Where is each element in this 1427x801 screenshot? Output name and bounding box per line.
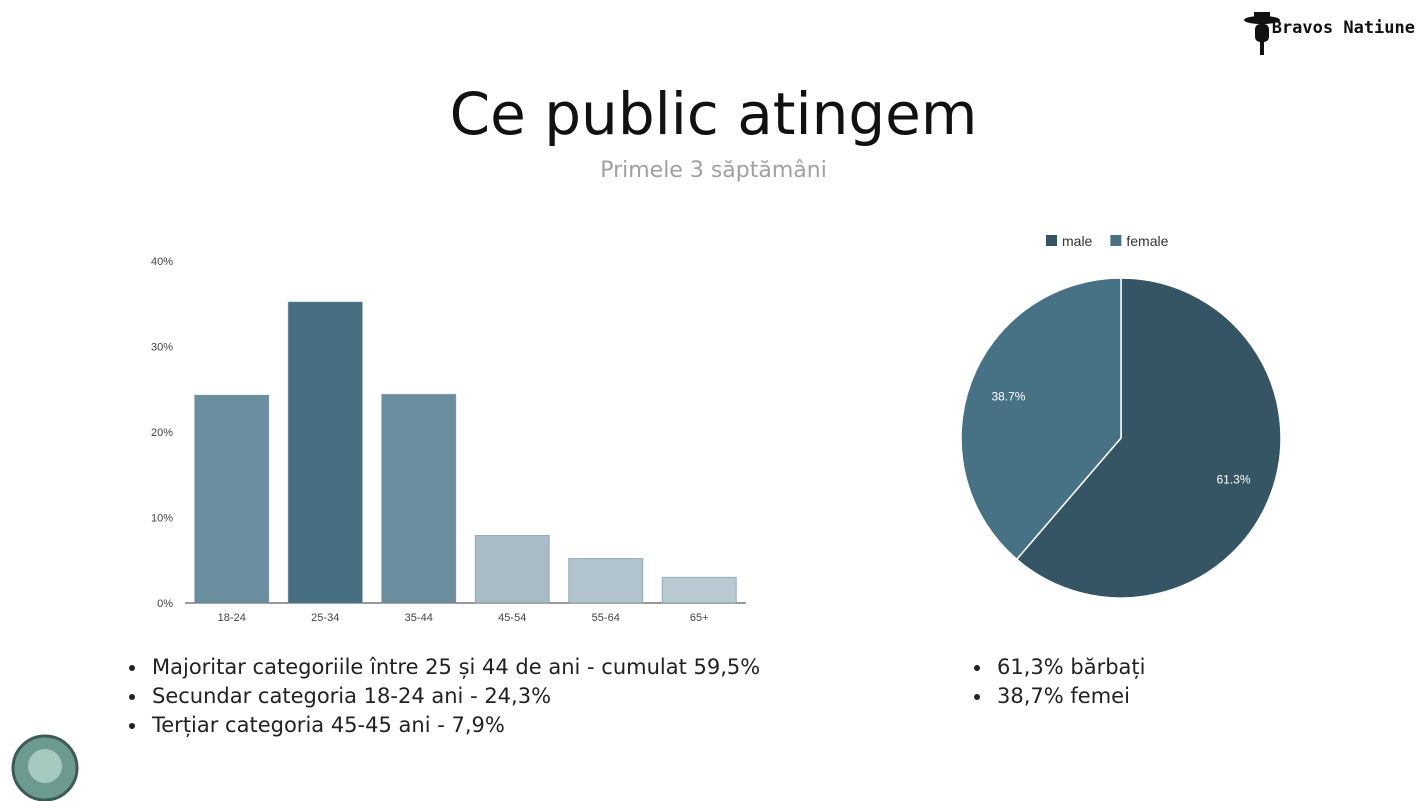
x-tick-label: 65+ [690,612,709,624]
note: Majoritar categoriile între 25 și 44 de … [148,653,760,682]
note: 61,3% bărbați [993,653,1146,682]
slice-label: 61.3% [1217,473,1251,487]
gender-notes: 61,3% bărbați 38,7% femei [961,653,1146,711]
pie-slice [960,277,1122,561]
bar [568,558,644,604]
brand-icon [1244,12,1280,55]
legend-swatch [1110,235,1122,246]
y-tick-label: 10% [151,513,173,525]
slide-title: Ce public atingem [449,80,978,148]
bar [661,576,737,604]
slice-label: 38.7% [991,389,1025,403]
pie-slice [1015,277,1282,599]
bar [194,394,270,604]
note: Terțiar categoria 45-45 ani - 7,9% [148,711,760,740]
badge-logo-inner [28,749,62,783]
x-tick-label: 55-64 [592,612,620,624]
legend-label: male [1062,233,1093,249]
bar [474,534,550,604]
slide-subtitle: Primele 3 săptămâni [600,158,827,183]
y-tick-label: 30% [151,342,173,354]
brand-name: Bravos Natiune [1271,18,1415,38]
bar [287,301,363,604]
y-tick-label: 0% [157,598,173,610]
note: 38,7% femei [993,682,1146,711]
age-notes: Majoritar categoriile între 25 și 44 de … [116,653,760,740]
bar [381,393,457,604]
legend-label: female [1126,233,1168,249]
x-tick-label: 35-44 [405,612,433,624]
y-tick-label: 40% [151,256,173,268]
x-tick-label: 45-54 [498,612,526,624]
x-tick-label: 18-24 [218,612,246,624]
note: Secundar categoria 18-24 ani - 24,3% [148,682,760,711]
x-tick-label: 25-34 [311,612,339,624]
y-tick-label: 20% [151,427,173,439]
legend-swatch [1046,235,1057,246]
